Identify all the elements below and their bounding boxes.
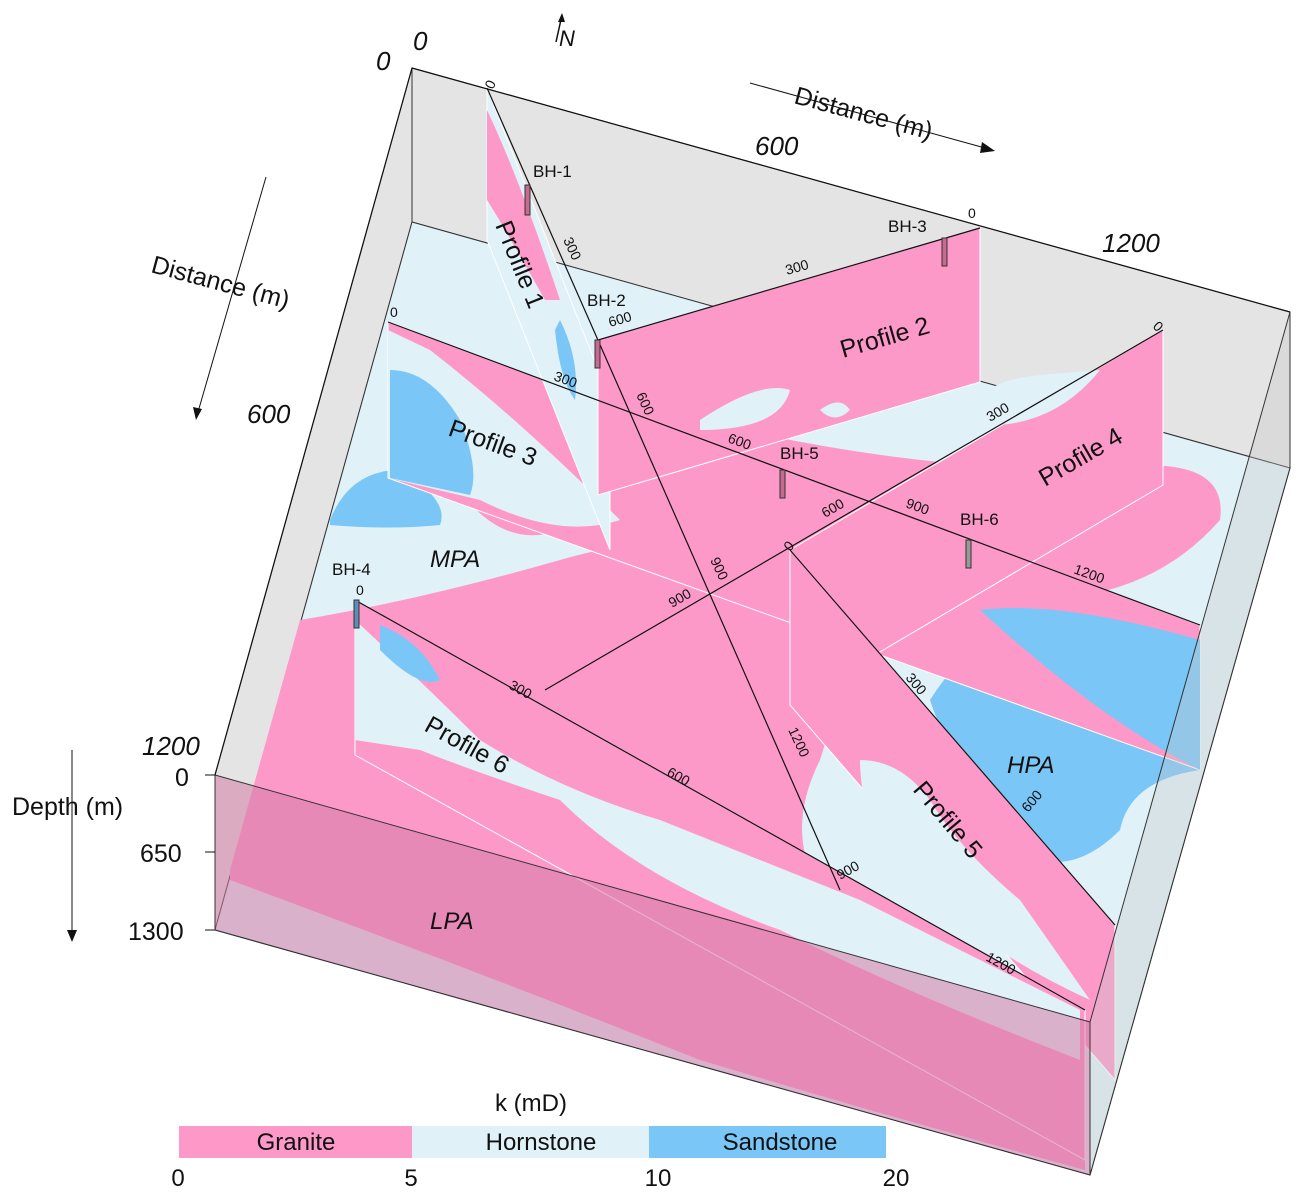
depth-axis: Depth (m) 0 650 1300 — [12, 750, 215, 946]
profile-2-hornstone — [820, 402, 850, 418]
arrow-icon — [67, 930, 77, 942]
bh-label: BH-5 — [780, 444, 819, 463]
bh-label: BH-3 — [888, 217, 927, 236]
profile-6-sandstone — [380, 625, 440, 682]
top-axis-label: Distance (m) — [791, 82, 935, 146]
borehole-bh-6[interactable] — [965, 539, 972, 569]
tick-label: 900 — [904, 495, 932, 518]
legend-tick: 20 — [883, 1165, 910, 1192]
tick-label: 600 — [247, 399, 291, 429]
legend-label: Granite — [257, 1129, 336, 1156]
profile-3-sandstone — [980, 608, 1200, 770]
tick-label: 300 — [783, 256, 810, 278]
tick-label: 0 — [356, 582, 364, 598]
zone-hpa-label: HPA — [1007, 752, 1055, 779]
zone-lpa-label: LPA — [430, 908, 474, 935]
profile-1-granite — [487, 110, 560, 300]
profile-5-hornstone — [860, 760, 1090, 1000]
zone-mpa-label: MPA — [430, 546, 480, 573]
north-label: N — [559, 26, 575, 51]
tick-label: 0 — [376, 46, 391, 76]
tick-label: 1200 — [142, 731, 200, 761]
profile-2-hornstone — [700, 388, 790, 430]
borehole-bh-5[interactable] — [779, 469, 786, 499]
borehole-bh-3[interactable] — [941, 237, 948, 267]
profile-1-sandstone — [555, 320, 576, 400]
tick-label: 300 — [552, 368, 580, 391]
legend-label: Sandstone — [723, 1129, 838, 1156]
legend-tick: 10 — [645, 1165, 672, 1192]
legend: k (mD) Granite Hornstone Sandstone 0 5 1… — [171, 1090, 909, 1192]
depth-axis-label: Depth (m) — [12, 793, 123, 821]
profile-lines — [214, 67, 1291, 1011]
tick-label: 650 — [140, 840, 182, 868]
tick-label: 0 — [175, 764, 189, 792]
north-arrow-icon: N — [555, 13, 575, 51]
boreholes — [353, 184, 972, 629]
tick-label: 600 — [755, 131, 799, 161]
legend-swatch-hornstone — [412, 1126, 649, 1158]
borehole-labels: BH-1 BH-2 BH-3 BH-4 BH-5 BH-6 — [332, 162, 999, 579]
tick-label: 0 — [390, 304, 398, 320]
borehole-bh-2[interactable] — [594, 339, 601, 369]
arrow-icon — [980, 142, 995, 153]
legend-title: k (mD) — [495, 1090, 567, 1117]
profile-3-sandstone — [390, 370, 474, 495]
tick-label: 600 — [606, 308, 633, 330]
tick-label: 1200 — [1102, 228, 1160, 258]
bh-label: BH-4 — [332, 560, 371, 579]
tick-label: 1300 — [128, 918, 184, 946]
legend-swatch-granite — [179, 1126, 412, 1158]
legend-tick: 5 — [404, 1165, 417, 1192]
left-axis-label: Distance (m) — [148, 251, 292, 315]
right-face — [1089, 311, 1291, 1176]
legend-swatch-sandstone — [649, 1126, 886, 1158]
bh-label: BH-1 — [533, 162, 572, 181]
borehole-bh-4[interactable] — [353, 599, 360, 629]
profile-6-hornstone — [355, 620, 1080, 1060]
tick-label: 0 — [413, 26, 428, 56]
tick-label: 600 — [726, 430, 754, 453]
legend-tick: 0 — [171, 1165, 184, 1192]
legend-label: Hornstone — [486, 1129, 597, 1156]
bh-label: BH-6 — [960, 510, 999, 529]
bh-label: BH-2 — [587, 291, 626, 310]
tick-label: 0 — [968, 205, 976, 221]
arrow-icon — [193, 407, 202, 420]
borehole-bh-1[interactable] — [524, 184, 531, 216]
